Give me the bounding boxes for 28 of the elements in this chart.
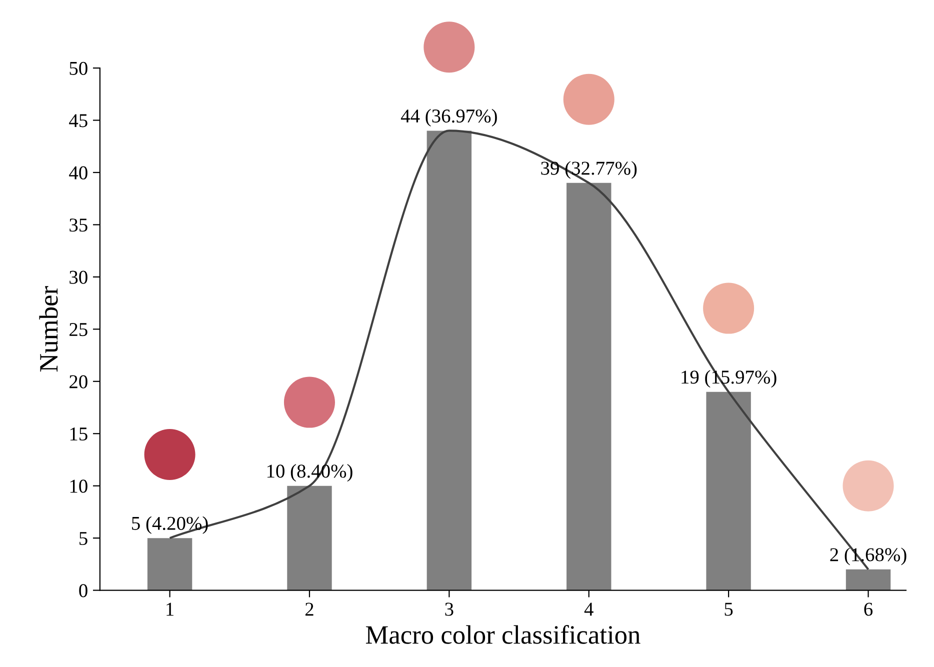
x-tick-label: 3 [445,602,454,616]
bar [426,130,472,590]
data-label: 44 (36.97%) [400,108,497,127]
y-tick-label: 30 [70,270,88,284]
data-label: 39 (32.77%) [541,161,637,179]
bar [287,486,332,590]
x-tick-label: 2 [305,602,314,616]
bar [147,538,192,590]
x-axis-title: Macro color classification [366,625,640,644]
x-tick-label: 5 [724,602,733,616]
y-axis-title: Number [39,286,58,372]
y-tick-label: 5 [80,532,88,546]
x-tick-label: 4 [584,602,594,616]
y-tick-label: 45 [69,114,88,128]
bar [846,569,891,590]
y-tick-label: 35 [70,218,88,232]
y-tick-label: 50 [70,62,88,75]
bar [566,182,612,590]
y-tick-label: 15 [70,428,88,441]
y-tick-label: 25 [70,323,88,336]
y-tick-label: 10 [70,480,88,493]
y-tick-label: 0 [79,584,88,598]
x-tick-label: 6 [864,602,873,616]
bar [706,392,751,590]
x-tick-label: 1 [166,602,174,616]
y-tick-label: 20 [70,375,88,388]
y-tick-label: 40 [69,166,88,180]
data-label: 5 (4.20%) [132,516,208,534]
